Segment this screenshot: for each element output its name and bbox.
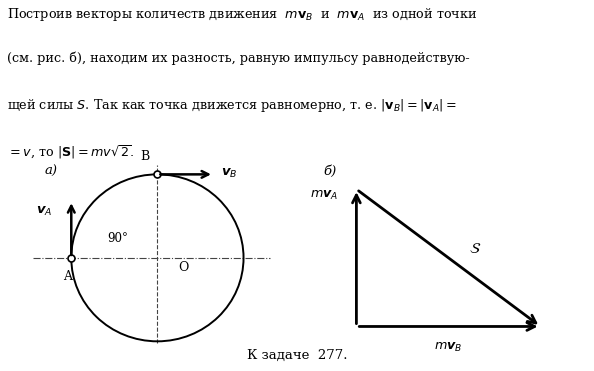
Text: $=v$, то $|\mathbf{S}|=mv\sqrt{2}.$: $=v$, то $|\mathbf{S}|=mv\sqrt{2}.$ <box>7 143 135 161</box>
Text: щей силы $S$. Так как точка движется равномерно, т. е. $|\mathbf{v}_B|=|\mathbf{: щей силы $S$. Так как точка движется рав… <box>7 97 457 114</box>
Text: B: B <box>140 150 150 163</box>
Text: A: A <box>63 270 72 283</box>
Text: O: O <box>178 261 188 274</box>
Text: б): б) <box>324 165 337 178</box>
Text: $\boldsymbol{v}_A$: $\boldsymbol{v}_A$ <box>36 205 52 218</box>
Text: $\mathcal{S}$: $\mathcal{S}$ <box>469 242 482 256</box>
Text: $m\boldsymbol{v}_A$: $m\boldsymbol{v}_A$ <box>310 189 339 202</box>
Text: $m\boldsymbol{v}_B$: $m\boldsymbol{v}_B$ <box>434 341 463 354</box>
Text: (см. рис. б), находим их разность, равную импульсу равнодействую-: (см. рис. б), находим их разность, равну… <box>7 51 470 65</box>
Text: а): а) <box>45 165 58 178</box>
Text: Построив векторы количеств движения  $m\mathbf{v}_B$  и  $m\mathbf{v}_A$  из одн: Построив векторы количеств движения $m\m… <box>7 6 478 23</box>
Text: $\boldsymbol{v}_B$: $\boldsymbol{v}_B$ <box>221 167 238 180</box>
Text: 90°: 90° <box>108 232 128 245</box>
Text: К задаче  277.: К задаче 277. <box>247 349 347 362</box>
